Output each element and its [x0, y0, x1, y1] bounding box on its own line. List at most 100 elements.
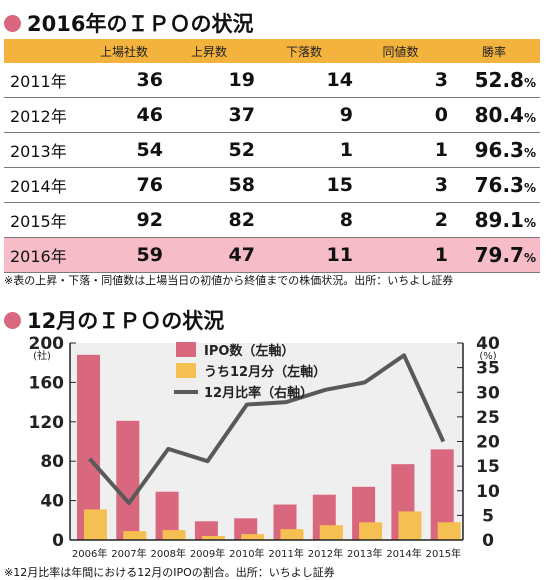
header-down: 下落数	[255, 39, 353, 63]
win-rate-value: 80.4	[474, 103, 524, 127]
flat-cell: 1	[353, 237, 448, 273]
flat-cell: 3	[353, 167, 448, 203]
flat-cell: 0	[353, 97, 448, 133]
ratio-line	[88, 353, 446, 506]
win-rate-value: 52.8	[474, 68, 524, 92]
x-tick-label: 2013年	[347, 547, 382, 560]
win-rate-value: 76.3	[474, 173, 524, 197]
listed-cell: 46	[85, 97, 163, 133]
x-tick-label: 2011年	[268, 547, 303, 560]
listed-cell: 36	[85, 63, 163, 98]
right-tick-label: 5	[482, 506, 494, 526]
x-tick-label: 2006年	[72, 547, 107, 560]
win-rate-cell: 79.7%	[448, 237, 540, 273]
ipo-bar	[155, 491, 179, 540]
up-cell: 58	[163, 167, 255, 203]
right-tick-label: 10	[476, 482, 500, 502]
win-rate-cell: 89.1%	[448, 202, 540, 238]
left-tick-label: 80	[40, 452, 64, 472]
win-rate-cell: 80.4%	[448, 97, 540, 133]
december-bar	[359, 522, 383, 540]
right-tick-label: 0	[482, 531, 494, 551]
december-bar	[201, 536, 225, 540]
year-cell: 2016年	[4, 237, 85, 273]
up-cell: 82	[163, 202, 255, 238]
legend-label-ipo: IPO数（左軸）	[204, 343, 294, 359]
december-bar	[398, 511, 422, 540]
ipo-bar	[116, 420, 140, 540]
x-tick-label: 2007年	[111, 547, 146, 560]
up-cell: 19	[163, 63, 255, 98]
left-tick-label: 120	[29, 413, 65, 433]
listed-cell: 54	[85, 132, 163, 168]
left-tick-label: 40	[40, 492, 64, 512]
left-tick-label: 200	[29, 334, 65, 354]
table-row: 2013年 54 52 1 1 96.3%	[4, 132, 540, 168]
listed-cell: 92	[85, 202, 163, 238]
right-tick-label: 25	[476, 408, 500, 428]
win-rate-unit: %	[523, 146, 536, 160]
year-cell: 2013年	[4, 132, 85, 168]
header-year	[4, 39, 85, 63]
left-tick-label: 160	[29, 373, 65, 393]
december-bar	[241, 534, 265, 540]
december-bar	[280, 529, 304, 540]
up-cell: 37	[163, 97, 255, 133]
flat-cell: 3	[353, 63, 448, 98]
left-axis-unit: (社)	[33, 349, 51, 362]
header-up: 上昇数	[163, 39, 255, 63]
year-cell: 2011年	[4, 63, 85, 98]
down-cell: 14	[255, 63, 353, 98]
x-tick-label: 2008年	[151, 547, 186, 560]
x-tick-label: 2014年	[386, 547, 421, 560]
year-cell: 2014年	[4, 167, 85, 203]
legend-label-ratio: 12月比率（右軸）	[204, 385, 313, 401]
win-rate-cell: 52.8%	[448, 63, 540, 98]
x-tick-label: 2010年	[229, 547, 264, 560]
win-rate-unit: %	[523, 181, 536, 195]
right-tick-label: 35	[476, 359, 500, 379]
december-bar	[319, 525, 343, 540]
ipo-table: 上場社数 上昇数 下落数 同値数 勝率 2011年 36 19 14 3 52.8% 201…	[4, 39, 540, 273]
win-rate-value: 89.1	[474, 208, 524, 232]
ipo-bar	[430, 449, 454, 540]
down-cell: 11	[255, 237, 353, 273]
legend-swatch-ipo	[176, 342, 196, 357]
header-win: 勝率	[448, 39, 540, 63]
ipo-bar	[77, 354, 100, 540]
down-cell: 8	[255, 202, 353, 238]
flat-cell: 2	[353, 202, 448, 238]
right-tick-label: 15	[476, 457, 500, 477]
december-bar	[123, 531, 147, 540]
up-cell: 47	[163, 237, 255, 273]
bullet-dot-icon	[4, 311, 21, 329]
listed-cell: 59	[85, 237, 163, 273]
x-tick-label: 2015年	[426, 547, 461, 560]
win-rate-value: 96.3	[474, 138, 524, 162]
december-bar	[162, 530, 186, 540]
win-rate-cell: 96.3%	[448, 132, 540, 168]
december-bar	[84, 509, 107, 540]
year-cell: 2012年	[4, 97, 85, 133]
legend-swatch-december	[176, 363, 196, 378]
table-header-row: 上場社数 上昇数 下落数 同値数 勝率	[4, 39, 540, 63]
table-note: ※表の上昇・下落・同値数は上場当日の初値から終値までの株価状況。出所：いちよし証…	[4, 274, 454, 287]
win-rate-unit: %	[523, 216, 536, 230]
down-cell: 1	[255, 132, 353, 168]
chart-title: 12月のＩＰＯの状況	[4, 305, 224, 335]
down-cell: 9	[255, 97, 353, 133]
right-tick-label: 30	[476, 383, 500, 403]
win-rate-unit: %	[523, 111, 536, 125]
table-row: 2016年 59 47 11 1 79.7%	[4, 237, 540, 273]
win-rate-unit: %	[523, 76, 536, 90]
ipo-bar	[194, 521, 218, 540]
year-cell: 2015年	[4, 202, 85, 238]
ipo-chart: 04080120160200(社)0510152025303540(%)2006…	[29, 334, 500, 560]
table-row: 2014年 76 58 15 3 76.3%	[4, 167, 540, 203]
table-title: 2016年のＩＰＯの状況	[4, 8, 253, 38]
header-listed: 上場社数	[85, 39, 163, 63]
x-tick-label: 2012年	[308, 547, 343, 560]
win-rate-value: 79.7	[474, 243, 524, 267]
table-row: 2012年 46 37 9 0 80.4%	[4, 97, 540, 133]
flat-cell: 1	[353, 132, 448, 168]
